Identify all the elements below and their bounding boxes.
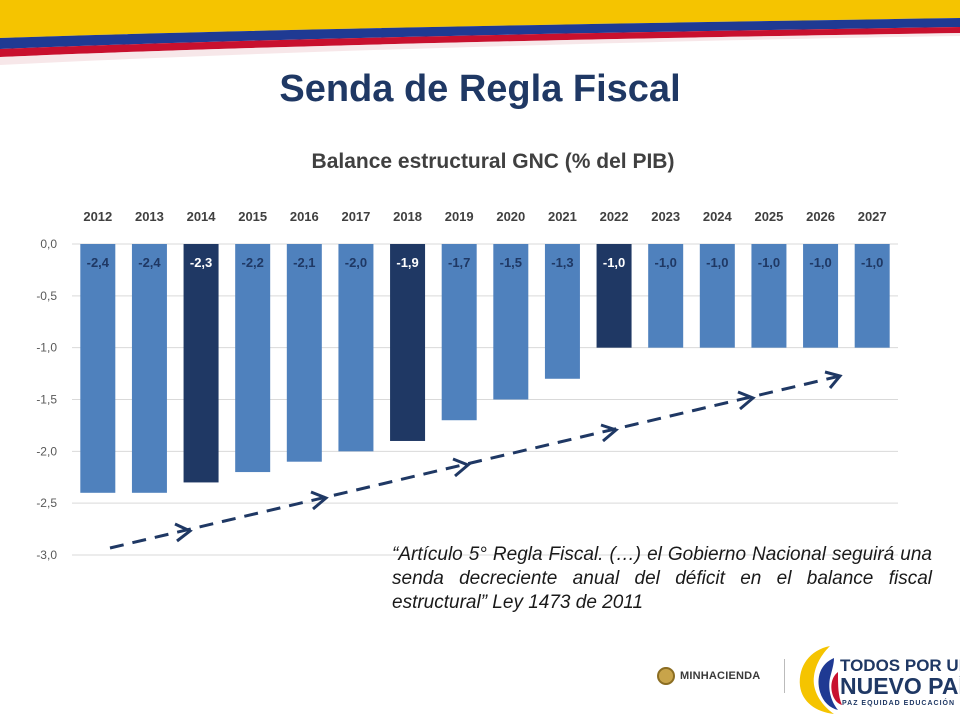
minhacienda-text: MINHACIENDA: [680, 670, 761, 682]
bar: [544, 244, 580, 379]
band-yellow: [0, 0, 960, 38]
data-label: -1,0: [758, 255, 780, 270]
trend-arrowhead: [452, 457, 471, 478]
x-category-label: 2019: [445, 209, 474, 224]
data-label: -1,0: [603, 255, 625, 270]
x-category-label: 2022: [600, 209, 629, 224]
band-blue: [0, 18, 960, 49]
bar: [493, 244, 529, 400]
data-label: -1,3: [551, 255, 573, 270]
data-label: -1,7: [448, 255, 470, 270]
trend-arrowhead: [310, 490, 329, 511]
data-label: -2,1: [293, 255, 315, 270]
bar: [286, 244, 322, 462]
x-category-label: 2025: [754, 209, 783, 224]
x-category-label: 2015: [238, 209, 267, 224]
bar: [803, 244, 839, 348]
colombia-flag-swirl-icon: [799, 646, 842, 714]
x-category-label: 2017: [341, 209, 370, 224]
bar: [854, 244, 890, 348]
trend-arrows: [109, 370, 843, 550]
x-category-label: 2023: [651, 209, 680, 224]
x-category-label: 2024: [703, 209, 733, 224]
data-label: -1,9: [396, 255, 418, 270]
brand-line-1: TODOS POR UN: [840, 656, 960, 675]
bars: [80, 244, 890, 493]
data-label: -2,4: [87, 255, 110, 270]
y-axis-tick-labels: 0,0 -0,5 -1,0 -1,5 -2,0 -2,5 -3,0: [36, 237, 57, 562]
coat-of-arms-icon: [657, 667, 675, 685]
bar: [390, 244, 426, 441]
x-axis-category-labels: 2012 2013 2014 2015 2016 2017 2018 2019 2020 2021…: [83, 209, 886, 224]
x-category-label: 2013: [135, 209, 164, 224]
brand-line-2: NUEVO PAÍS: [840, 673, 960, 699]
x-category-label: 2012: [83, 209, 112, 224]
y-tick-label: -2,0: [36, 444, 57, 458]
x-category-label: 2027: [858, 209, 887, 224]
data-label: -1,0: [809, 255, 831, 270]
slide-title: Senda de Regla Fiscal: [279, 68, 681, 110]
logo-divider: [784, 659, 785, 693]
trend-arrowhead: [737, 390, 756, 411]
todos-por-un-nuevo-pais-logo: TODOS POR UN NUEVO PAÍS PAZ EQUIDAD EDUC…: [790, 638, 960, 718]
band-fade: [0, 33, 960, 65]
data-label: -2,4: [138, 255, 161, 270]
y-tick-label: -0,5: [36, 289, 57, 303]
data-label: -1,5: [500, 255, 522, 270]
data-label: -1,0: [861, 255, 883, 270]
trend-arrowhead: [824, 370, 843, 389]
brand-line-3: PAZ EQUIDAD EDUCACIÓN: [842, 700, 956, 707]
x-category-label: 2020: [496, 209, 525, 224]
y-tick-label: -3,0: [36, 548, 57, 562]
bar: [80, 244, 116, 493]
x-category-label: 2014: [187, 209, 217, 224]
x-category-label: 2016: [290, 209, 319, 224]
trend-arrowhead: [600, 423, 620, 443]
x-category-label: 2018: [393, 209, 422, 224]
x-category-label: 2021: [548, 209, 577, 224]
bar: [183, 244, 219, 483]
y-tick-label: -1,5: [36, 393, 57, 407]
minhacienda-logo: MINHACIENDA: [657, 659, 785, 693]
chart-title: Balance estructural GNC (% del PIB): [311, 150, 675, 173]
data-label: -1,0: [654, 255, 676, 270]
data-label: -2,0: [345, 255, 367, 270]
band-red: [0, 27, 960, 57]
y-tick-label: -1,0: [36, 341, 57, 355]
bar: [751, 244, 787, 348]
data-label: -2,3: [190, 255, 212, 270]
data-labels: -2,4 -2,4 -2,3 -2,2 -2,1 -2,0 -1,9 -1,7 -1,5 -1,3…: [87, 255, 884, 270]
law-quote: “Artículo 5° Regla Fiscal. (…) el Gobier…: [392, 544, 932, 613]
data-label: -2,2: [241, 255, 263, 270]
bar: [131, 244, 167, 493]
bar: [648, 244, 684, 348]
bar: [235, 244, 271, 473]
header-color-bands: [0, 0, 960, 65]
x-category-label: 2026: [806, 209, 835, 224]
bar: [441, 244, 477, 421]
data-label: -1,0: [706, 255, 728, 270]
bar: [596, 244, 632, 348]
trend-arrowhead: [174, 522, 193, 543]
bar: [338, 244, 374, 452]
y-tick-label: 0,0: [40, 237, 57, 251]
trend-dashed-line: [109, 374, 841, 550]
bar: [699, 244, 735, 348]
y-tick-label: -2,5: [36, 496, 57, 510]
